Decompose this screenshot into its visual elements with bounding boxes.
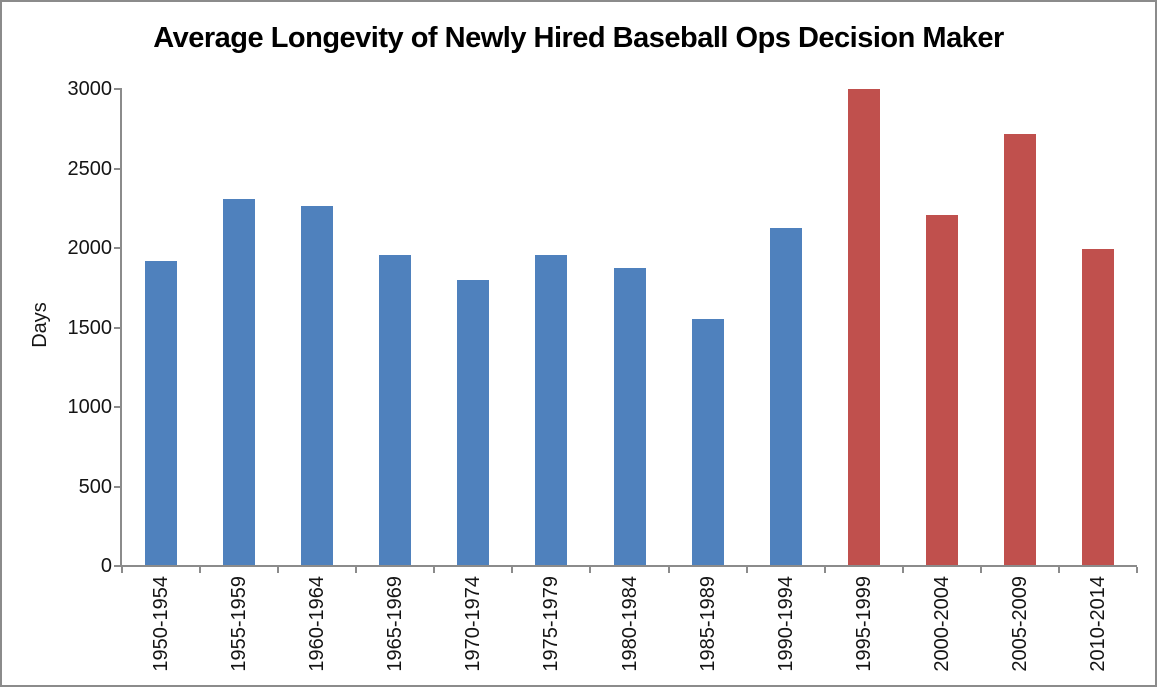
- y-axis-line: [120, 88, 122, 567]
- x-tick-label: 2005-2009: [1009, 576, 1031, 672]
- x-axis-tick: [589, 567, 591, 573]
- x-tick-label: 1985-1989: [697, 576, 719, 672]
- x-axis-tick: [1058, 567, 1060, 573]
- bar-1965-1969: [379, 255, 412, 565]
- x-tick-label: 2010-2014: [1087, 576, 1109, 672]
- x-axis-tick: [511, 567, 513, 573]
- y-axis-tick: [114, 88, 121, 90]
- x-axis-tick: [433, 567, 435, 573]
- x-tick-label: 1975-1979: [540, 576, 562, 672]
- y-axis-tick: [114, 247, 121, 249]
- x-axis-tick: [355, 567, 357, 573]
- y-tick-label: 3000: [67, 78, 113, 100]
- y-axis-tick: [114, 406, 121, 408]
- bar-2005-2009: [1003, 134, 1036, 565]
- bar-1985-1989: [691, 319, 724, 565]
- x-tick-label: 1990-1994: [775, 576, 797, 672]
- y-tick-label: 2000: [67, 237, 113, 259]
- x-axis-tick: [824, 567, 826, 573]
- bar-1990-1994: [769, 228, 802, 565]
- y-axis-tick: [114, 168, 121, 170]
- y-tick-label: 1500: [67, 317, 113, 339]
- x-tick-label: 1950-1954: [150, 576, 172, 672]
- bar-1970-1974: [457, 280, 490, 565]
- bar-2010-2014: [1081, 249, 1114, 565]
- y-tick-label: 2500: [67, 158, 113, 180]
- x-axis-tick: [668, 567, 670, 573]
- bar-2000-2004: [925, 215, 958, 565]
- y-tick-label: 0: [100, 555, 112, 577]
- y-axis-tick: [114, 486, 121, 488]
- x-tick-label: 1960-1964: [306, 576, 328, 672]
- bar-1995-1999: [847, 89, 880, 565]
- x-axis-tick: [980, 567, 982, 573]
- x-axis-line: [120, 565, 1137, 567]
- x-tick-label: 1980-1984: [619, 576, 641, 672]
- x-tick-label: 1970-1974: [462, 576, 484, 672]
- x-tick-label: 1965-1969: [384, 576, 406, 672]
- x-axis-tick: [902, 567, 904, 573]
- bar-1955-1959: [223, 199, 256, 565]
- y-axis-tick: [114, 327, 121, 329]
- chart-title: Average Longevity of Newly Hired Basebal…: [153, 22, 1004, 54]
- bar-1975-1979: [535, 255, 568, 565]
- y-tick-label: 1000: [67, 396, 113, 418]
- x-axis-tick: [1136, 567, 1138, 573]
- x-axis-tick: [746, 567, 748, 573]
- bar-1960-1964: [301, 206, 334, 565]
- x-axis-tick: [199, 567, 201, 573]
- x-axis-tick: [277, 567, 279, 573]
- plot-area: [122, 88, 1137, 565]
- bar-1980-1984: [613, 268, 646, 565]
- x-tick-label: 1955-1959: [228, 576, 250, 672]
- x-axis-tick: [121, 567, 123, 573]
- y-axis-tick: [114, 565, 121, 567]
- y-tick-label: 500: [78, 476, 112, 498]
- x-tick-label: 2000-2004: [931, 576, 953, 672]
- bar-1950-1954: [145, 261, 178, 565]
- x-tick-label: 1995-1999: [853, 576, 875, 672]
